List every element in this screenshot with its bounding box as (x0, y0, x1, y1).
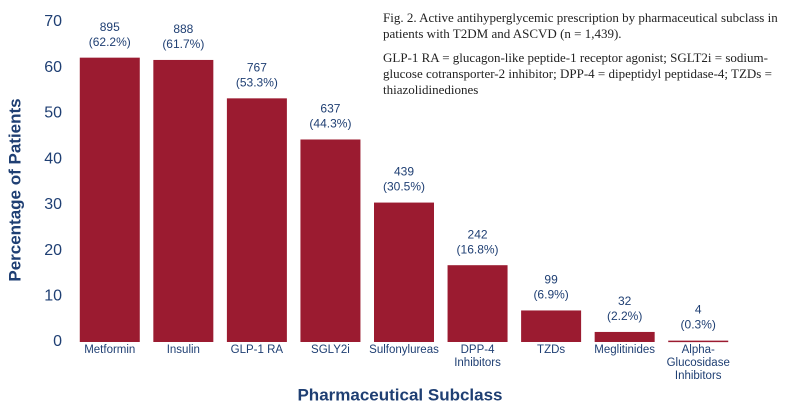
caption: Fig. 2. Active antihyperglycemic prescri… (383, 10, 778, 41)
y-axis-title: Percentage of Patients (5, 98, 24, 281)
count-label: 4 (695, 303, 702, 317)
y-tick-label: 30 (44, 196, 62, 213)
bar (153, 59, 214, 342)
bar (668, 340, 729, 343)
value-label: (2.2%) (607, 309, 642, 323)
value-label: (30.5%) (383, 180, 425, 194)
x-tick-label: Alpha-Glucosidase Inhibitors (666, 344, 730, 382)
count-label: 895 (100, 20, 120, 34)
x-tick-label: Metformin (84, 344, 136, 356)
x-tick-label: DPP-4 Inhibitors (454, 344, 501, 369)
bar (447, 265, 508, 342)
x-tick-label: TZDs (537, 344, 566, 356)
value-label: (6.9%) (533, 288, 568, 302)
y-tick-label: 60 (44, 59, 62, 76)
count-label: 767 (247, 61, 267, 75)
y-tick-label: 70 (44, 13, 62, 30)
x-tick-label: Meglitinides (594, 344, 656, 356)
x-tick-label: SGLY2i (311, 344, 350, 356)
count-label: 99 (544, 273, 558, 287)
y-tick-label: 40 (44, 150, 62, 167)
y-tick-label: 50 (44, 105, 62, 122)
y-tick-label: 10 (44, 288, 62, 305)
note: GLP-1 RA = glucagon-like peptide-1 recep… (383, 50, 772, 97)
bar (521, 310, 582, 342)
y-tick-label: 0 (53, 333, 62, 350)
value-label: (62.2%) (89, 35, 131, 49)
x-tick-label: Insulin (166, 344, 200, 356)
count-label: 637 (320, 102, 340, 116)
bar (226, 98, 287, 342)
bar (594, 331, 655, 342)
bar (300, 139, 361, 342)
bar (374, 202, 434, 342)
x-axis-title: Pharmaceutical Subclass (297, 385, 502, 404)
bar (79, 57, 140, 343)
value-label: (44.3%) (309, 117, 351, 131)
count-label: 242 (468, 227, 488, 241)
count-label: 439 (394, 165, 414, 179)
value-label: (61.7%) (162, 37, 204, 51)
value-label: (16.8%) (457, 242, 499, 256)
count-label: 32 (618, 294, 632, 308)
value-label: (0.3%) (681, 318, 716, 332)
x-tick-label: Sulfonylureas (369, 344, 439, 356)
y-tick-label: 20 (44, 242, 62, 259)
x-tick-label: GLP-1 RA (230, 344, 284, 356)
value-label: (53.3%) (236, 76, 278, 90)
count-label: 888 (173, 22, 193, 36)
